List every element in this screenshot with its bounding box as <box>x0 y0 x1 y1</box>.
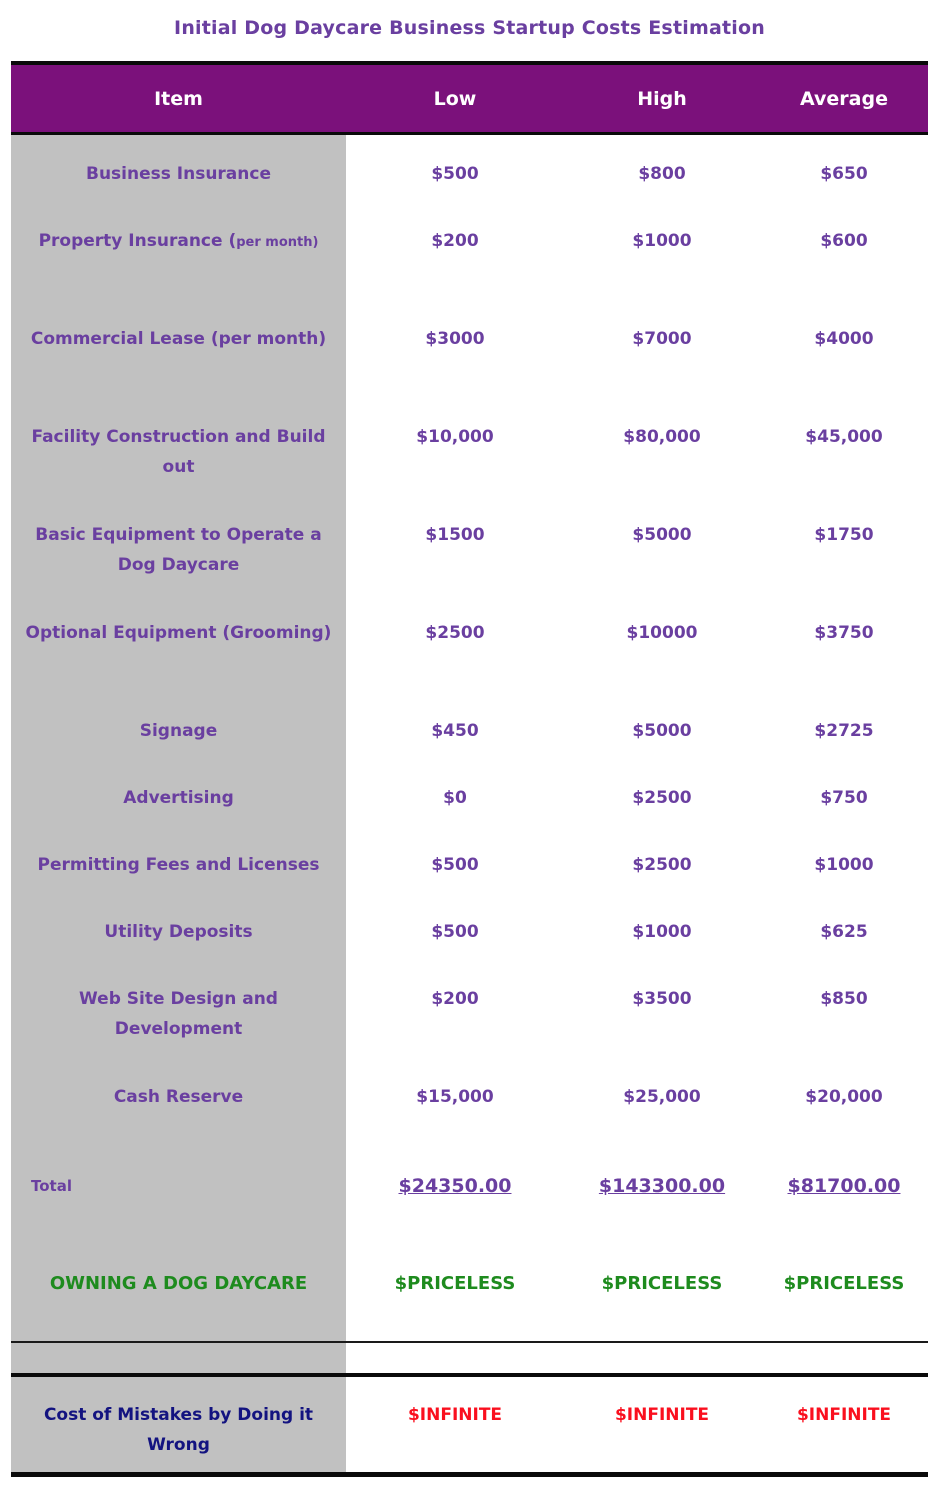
header-item: Item <box>11 61 346 135</box>
priceless-label: OWNING A DOG DAYCARE <box>11 1233 346 1342</box>
average-value: $650 <box>820 164 868 184</box>
infinite-average-value: $INFINITE <box>760 1375 928 1477</box>
infinite-high-value: $INFINITE <box>564 1375 760 1477</box>
item-label: Advertising <box>11 759 346 826</box>
average-value: $600 <box>820 231 868 251</box>
priceless-low-value: $PRICELESS <box>394 1273 516 1294</box>
total-average-value: $81700.00 <box>787 1175 901 1197</box>
table-row: Advertising $0 $2500 $750 <box>11 759 928 826</box>
table-row: Facility Construction and Build out $10,… <box>11 398 928 496</box>
average-value: $4000 <box>814 329 874 349</box>
table-row: Commercial Lease (per month) $3000 $7000… <box>11 300 928 398</box>
mistakes-label: Cost of Mistakes by Doing it Wrong <box>11 1375 346 1477</box>
total-row: Total $24350.00 $143300.00 $81700.00 <box>11 1125 928 1233</box>
infinite-low-value: $INFINITE <box>346 1375 564 1477</box>
mistakes-row: Cost of Mistakes by Doing it Wrong $INFI… <box>11 1375 928 1477</box>
spacer-row <box>11 1341 928 1377</box>
high-value: $2500 <box>632 788 692 808</box>
low-value: $3000 <box>425 329 485 349</box>
table-row: Optional Equipment (Grooming) $2500 $100… <box>11 594 928 692</box>
total-low-value: $24350.00 <box>398 1175 512 1197</box>
table-row: Utility Deposits $500 $1000 $625 <box>11 893 928 960</box>
high-value: $7000 <box>632 329 692 349</box>
high-value: $3500 <box>632 989 692 1009</box>
high-value: $5000 <box>632 525 692 545</box>
average-value: $20,000 <box>805 1087 883 1107</box>
total-high-value: $143300.00 <box>598 1175 726 1197</box>
item-label-main: Property Insurance ( <box>38 231 237 251</box>
item-label: Property Insurance (per month) <box>11 202 346 300</box>
table-row: Property Insurance (per month) $200 $100… <box>11 202 928 300</box>
spacer-cell <box>11 1341 346 1377</box>
high-value: $800 <box>638 164 686 184</box>
low-value: $1500 <box>425 525 485 545</box>
item-label: Facility Construction and Build out <box>11 398 346 496</box>
low-value: $500 <box>431 855 479 875</box>
priceless-average-value: $PRICELESS <box>783 1273 905 1294</box>
high-value: $25,000 <box>623 1087 701 1107</box>
item-label: Web Site Design and Development <box>11 960 346 1058</box>
low-value: $500 <box>431 922 479 942</box>
high-value: $1000 <box>632 231 692 251</box>
priceless-high-value: $PRICELESS <box>601 1273 723 1294</box>
low-value: $500 <box>431 164 479 184</box>
average-value: $1750 <box>814 525 874 545</box>
spacer-cell <box>346 1341 564 1377</box>
header-high: High <box>564 61 760 135</box>
low-value: $450 <box>431 721 479 741</box>
average-value: $3750 <box>814 623 874 643</box>
low-value: $15,000 <box>416 1087 494 1107</box>
startup-costs-table: Item Low High Average Business Insurance… <box>11 61 928 1477</box>
item-label: Commercial Lease (per month) <box>11 300 346 398</box>
high-value: $2500 <box>632 855 692 875</box>
table-row: Basic Equipment to Operate a Dog Daycare… <box>11 496 928 594</box>
low-value: $200 <box>431 231 479 251</box>
low-value: $10,000 <box>416 427 494 447</box>
average-value: $750 <box>820 788 868 808</box>
average-value: $45,000 <box>805 427 883 447</box>
table-row: Business Insurance $500 $800 $650 <box>11 133 928 202</box>
table-row: Permitting Fees and Licenses $500 $2500 … <box>11 826 928 893</box>
item-label: Optional Equipment (Grooming) <box>11 594 346 692</box>
header-average: Average <box>760 61 928 135</box>
high-value: $1000 <box>632 922 692 942</box>
item-label: Permitting Fees and Licenses <box>11 826 346 893</box>
page-title: Initial Dog Daycare Business Startup Cos… <box>174 17 765 39</box>
low-value: $200 <box>431 989 479 1009</box>
spacer-cell <box>564 1341 760 1377</box>
average-value: $625 <box>820 922 868 942</box>
table-row: Web Site Design and Development $200 $35… <box>11 960 928 1058</box>
high-value: $80,000 <box>623 427 701 447</box>
table-header-row: Item Low High Average <box>11 61 928 135</box>
average-value: $850 <box>820 989 868 1009</box>
spacer-cell <box>760 1341 928 1377</box>
item-label: Cash Reserve <box>11 1058 346 1125</box>
header-low: Low <box>346 61 564 135</box>
table-row: Cash Reserve $15,000 $25,000 $20,000 <box>11 1058 928 1125</box>
item-label: Business Insurance <box>11 133 346 202</box>
item-label: Signage <box>11 692 346 759</box>
average-value: $2725 <box>814 721 874 741</box>
item-label: Basic Equipment to Operate a Dog Daycare <box>11 496 346 594</box>
table-row: Signage $450 $5000 $2725 <box>11 692 928 759</box>
high-value: $5000 <box>632 721 692 741</box>
low-value: $2500 <box>425 623 485 643</box>
high-value: $10000 <box>626 623 698 643</box>
item-label: Utility Deposits <box>11 893 346 960</box>
total-label: Total <box>11 1125 346 1233</box>
item-label-note: per month) <box>236 235 319 250</box>
priceless-row: OWNING A DOG DAYCARE $PRICELESS $PRICELE… <box>11 1233 928 1342</box>
low-value: $0 <box>443 788 467 808</box>
average-value: $1000 <box>814 855 874 875</box>
